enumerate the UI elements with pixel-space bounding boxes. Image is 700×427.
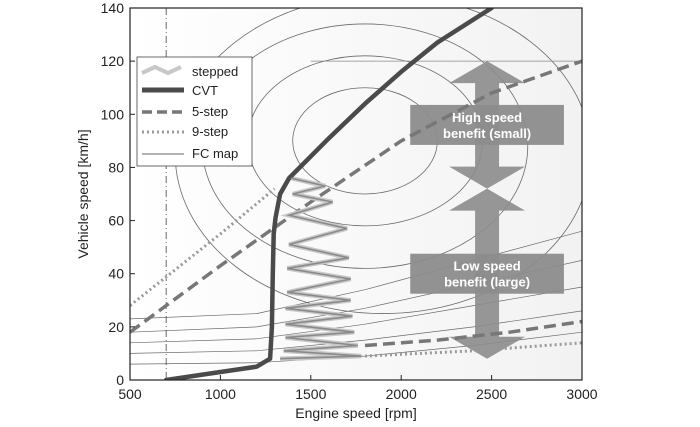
- legend-label-5-step: 5-step: [192, 104, 228, 119]
- legend-box: [136, 56, 253, 167]
- low-speed-benefit-label-line2: benefit (large): [444, 275, 530, 290]
- legend: stepped CVT 5-step 9-step FC map: [136, 56, 253, 167]
- x-axis-label: Engine speed [rpm]: [295, 405, 416, 421]
- legend-swatch-stepped: [141, 64, 182, 76]
- y-tick-label: 140: [101, 0, 125, 16]
- legend-label-fc-map: FC map: [192, 146, 238, 161]
- series-9-step-low-gear: [364, 341, 582, 358]
- x-tick-label: 1500: [295, 386, 326, 402]
- legend-label-9-step: 9-step: [192, 124, 228, 139]
- series-9-step-line: [130, 187, 276, 307]
- fc-contour: [130, 230, 582, 320]
- y-tick-label: 0: [116, 372, 124, 388]
- series-group: [130, 8, 582, 380]
- y-tick-label: 100: [101, 106, 125, 122]
- series-5-step-low-gear: [364, 319, 582, 348]
- high-speed-benefit-label-box: [410, 104, 564, 145]
- x-tick-label: 1000: [205, 386, 236, 402]
- high-speed-benefit-label-line2: benefit (small): [443, 126, 531, 141]
- low-speed-benefit-label-line1: Low speed: [453, 259, 520, 274]
- series-5-step-line: [130, 59, 582, 334]
- y-tick-label: 40: [108, 266, 124, 282]
- low-speed-benefit-label-box: [410, 253, 564, 294]
- series-stepped-line-core: [280, 177, 362, 360]
- x-tick-label: 2000: [386, 386, 417, 402]
- y-tick-label: 120: [101, 53, 125, 69]
- y-axis-label: Vehicle speed [km/h]: [75, 129, 91, 258]
- fc-contour: [130, 310, 582, 354]
- x-tick-label: 3000: [566, 386, 597, 402]
- series-cvt-line: [163, 8, 494, 380]
- y-tick-label: 80: [108, 159, 124, 175]
- x-tick-label: 500: [118, 386, 142, 402]
- x-tick-label: 2500: [476, 386, 507, 402]
- axis-ticks: 500 1000 1500 2000 2500 3000 0 20 40 60 80 100 120 14…: [101, 0, 598, 402]
- high-speed-benefit-label-line1: High speed: [452, 110, 522, 125]
- y-tick-label: 20: [108, 319, 124, 335]
- legend-label-cvt: CVT: [192, 83, 218, 98]
- y-tick-label: 60: [108, 213, 124, 229]
- plot-frame: [129, 7, 583, 381]
- fc-contour: [130, 286, 582, 344]
- legend-label-stepped: stepped: [192, 64, 238, 79]
